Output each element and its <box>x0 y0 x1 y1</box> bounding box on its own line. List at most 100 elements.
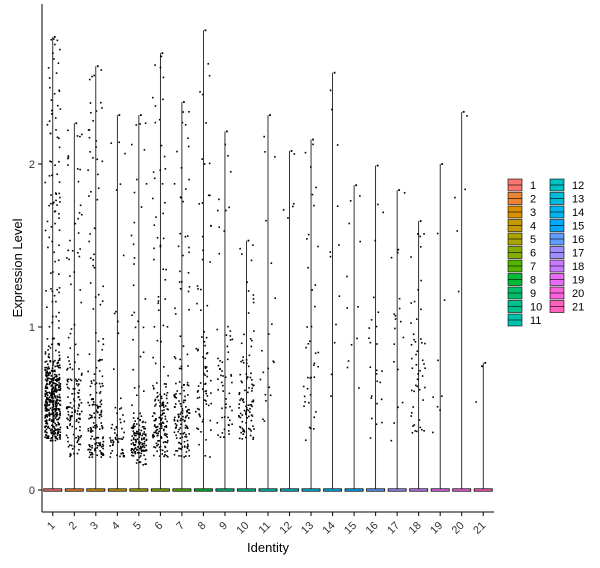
data-point <box>412 333 415 336</box>
data-point <box>359 240 361 243</box>
data-point <box>306 326 308 328</box>
data-point <box>218 198 220 201</box>
data-point <box>133 263 135 265</box>
data-point <box>179 358 181 361</box>
data-point <box>250 419 253 422</box>
data-point <box>68 258 70 261</box>
data-point <box>159 66 162 69</box>
data-point <box>178 381 181 383</box>
data-point <box>54 396 57 399</box>
data-point <box>177 430 179 433</box>
data-point <box>50 99 53 101</box>
data-point <box>370 397 373 399</box>
data-point <box>88 417 90 420</box>
data-point <box>70 379 73 382</box>
data-point <box>69 415 72 417</box>
data-point <box>136 459 139 461</box>
data-point <box>131 451 133 453</box>
data-point <box>56 379 59 382</box>
data-point <box>178 367 181 370</box>
data-point <box>100 101 102 104</box>
data-point <box>251 400 253 403</box>
data-point <box>154 105 157 107</box>
data-point <box>54 437 57 439</box>
data-point <box>71 249 74 252</box>
data-point <box>92 426 95 429</box>
data-point <box>182 401 185 404</box>
data-point <box>238 437 241 440</box>
data-point <box>247 365 250 368</box>
data-point <box>375 373 378 375</box>
data-point <box>53 93 56 95</box>
data-point <box>44 415 47 418</box>
data-point <box>88 456 91 459</box>
data-point <box>175 397 178 399</box>
data-point <box>58 327 60 329</box>
data-point <box>183 431 186 434</box>
data-point <box>88 444 91 446</box>
data-point <box>74 411 76 413</box>
data-point <box>56 364 59 367</box>
data-point <box>132 368 135 371</box>
data-point <box>58 320 60 322</box>
data-point <box>183 389 185 392</box>
data-point <box>95 441 98 444</box>
data-point <box>54 428 57 431</box>
data-point <box>93 412 95 415</box>
data-point <box>90 382 93 384</box>
data-point <box>79 429 81 432</box>
data-point <box>45 366 48 369</box>
data-point <box>50 109 53 112</box>
data-point <box>415 384 417 387</box>
data-point <box>58 311 60 314</box>
data-point <box>205 392 208 395</box>
data-point <box>136 438 139 440</box>
data-point <box>57 423 60 426</box>
data-point-max <box>312 138 314 141</box>
data-point <box>50 194 52 196</box>
data-point <box>140 415 143 418</box>
data-point <box>73 271 76 273</box>
data-point <box>226 358 229 361</box>
x-tick-label: 8 <box>196 520 209 533</box>
data-point <box>398 307 401 310</box>
data-point <box>59 383 62 385</box>
data-point <box>100 456 103 458</box>
data-point <box>132 284 135 287</box>
data-point <box>184 435 186 438</box>
data-point <box>228 206 230 209</box>
data-point <box>249 376 252 379</box>
data-point <box>71 392 73 395</box>
data-point <box>145 449 148 452</box>
data-point <box>196 349 199 352</box>
data-point <box>134 326 137 329</box>
data-point <box>94 296 97 299</box>
data-point <box>369 437 372 439</box>
data-point <box>71 415 73 418</box>
data-point <box>59 48 61 51</box>
legend-label: 12 <box>572 180 584 192</box>
data-point <box>102 338 105 340</box>
data-point <box>66 383 68 386</box>
data-point <box>181 280 183 283</box>
data-point <box>50 272 52 274</box>
data-point <box>79 135 81 138</box>
data-point <box>91 398 93 401</box>
data-point <box>185 451 188 453</box>
data-point <box>67 410 70 413</box>
legend-label: 11 <box>530 315 541 327</box>
data-point <box>98 370 101 372</box>
data-point <box>50 432 53 435</box>
data-point <box>302 385 305 388</box>
data-point <box>180 167 183 169</box>
data-point <box>92 403 94 406</box>
data-point <box>410 412 413 414</box>
data-point <box>379 381 382 384</box>
data-point <box>206 352 209 354</box>
data-point <box>259 378 262 381</box>
data-point <box>130 448 133 450</box>
data-point <box>241 438 244 440</box>
data-point <box>131 435 134 437</box>
data-point <box>77 407 80 410</box>
data-point <box>56 288 58 291</box>
